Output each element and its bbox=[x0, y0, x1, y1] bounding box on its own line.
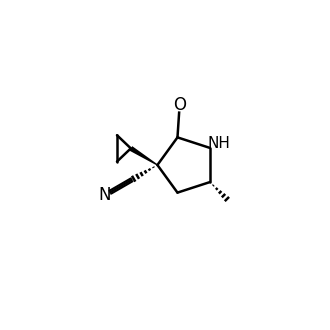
Text: NH: NH bbox=[208, 137, 231, 151]
Text: N: N bbox=[99, 186, 111, 204]
Text: O: O bbox=[173, 96, 186, 115]
Polygon shape bbox=[129, 146, 158, 166]
